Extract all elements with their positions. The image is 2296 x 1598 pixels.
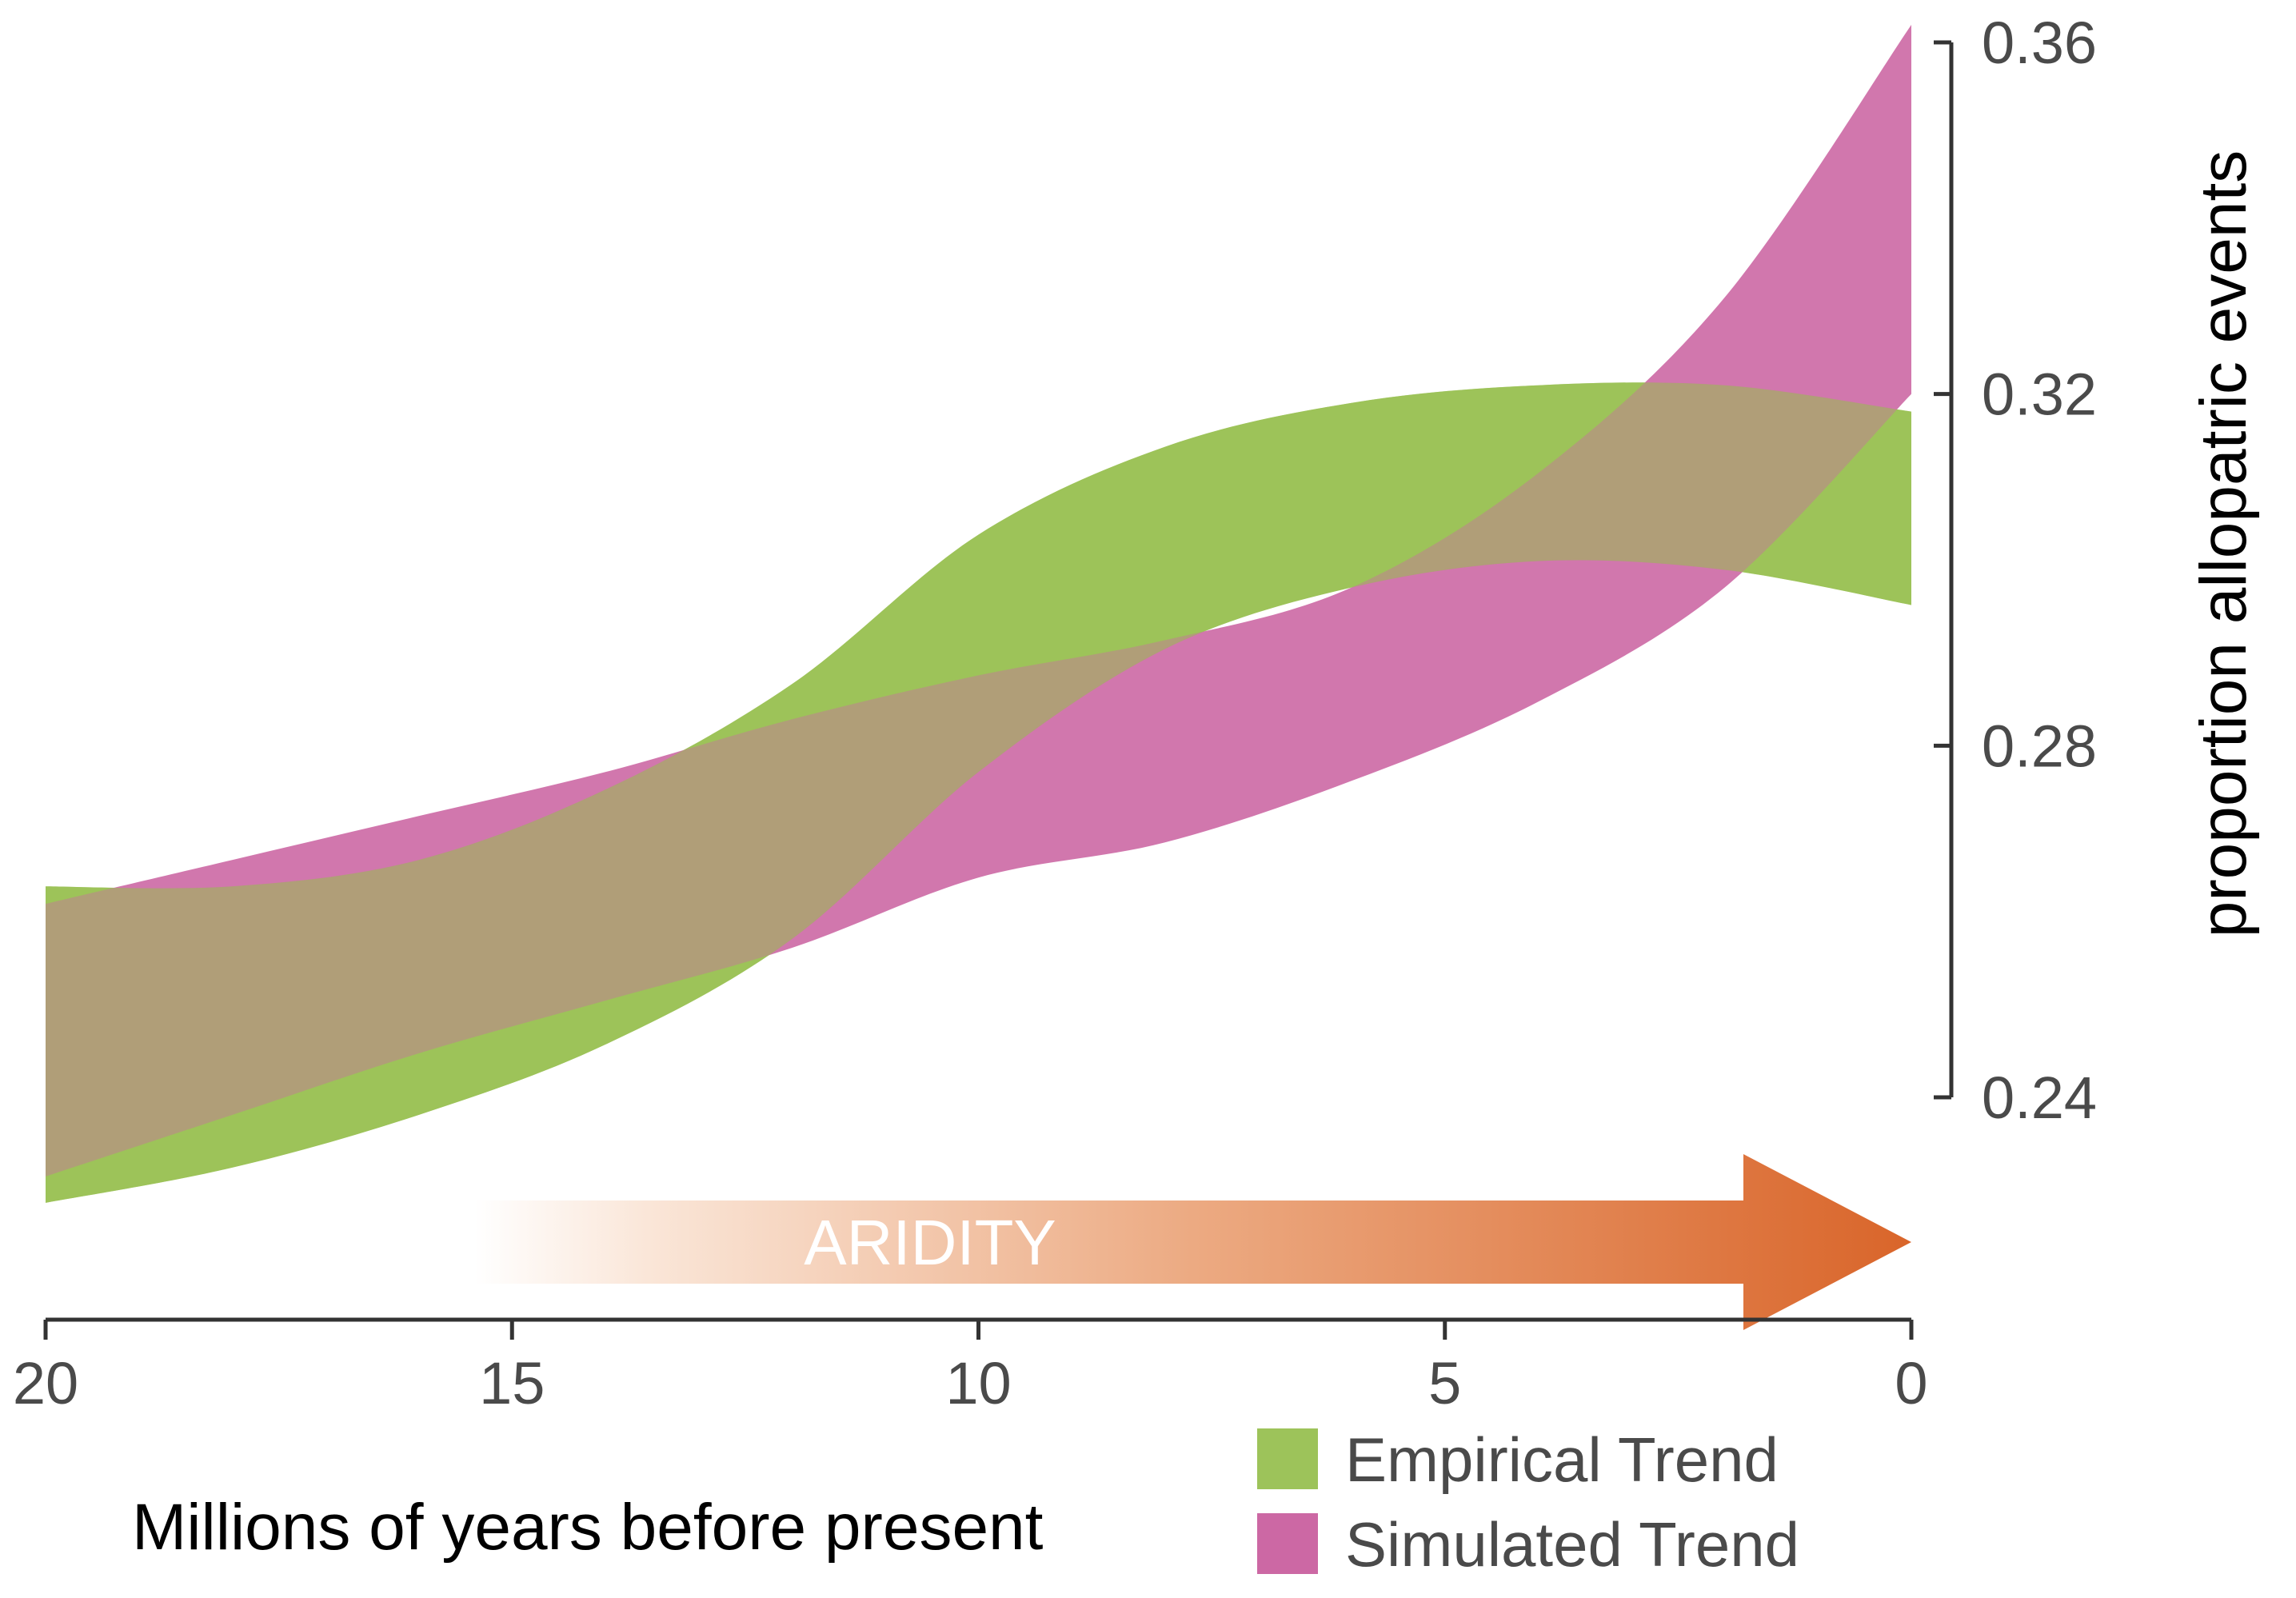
- trend-bands: [46, 25, 1911, 1203]
- x-tick-label: 0: [1895, 1350, 1927, 1416]
- legend-swatch-empirical: [1257, 1428, 1318, 1489]
- aridity-arrow-shape: [474, 1154, 1911, 1330]
- aridity-arrow: ARIDITY: [474, 1154, 1911, 1330]
- aridity-label: ARIDITY: [804, 1207, 1056, 1278]
- x-tick-label: 20: [13, 1350, 78, 1416]
- legend: Empirical Trend Simulated Trend: [1257, 1424, 1799, 1580]
- legend-label-simulated: Simulated Trend: [1345, 1509, 1799, 1580]
- y-axis: 0.24 0.28 0.32 0.36 proportion allopatric e…: [1934, 10, 2260, 1131]
- legend-swatch-simulated: [1257, 1513, 1318, 1574]
- x-tick-label: 5: [1428, 1350, 1461, 1416]
- x-axis: 20 15 10 5 0 Millions of years before presen…: [13, 1317, 1928, 1564]
- y-tick-label: 0.32: [1982, 362, 2097, 428]
- y-tick-label: 0.36: [1982, 10, 2097, 76]
- legend-label-empirical: Empirical Trend: [1345, 1424, 1779, 1495]
- y-tick-label: 0.28: [1982, 713, 2097, 779]
- y-tick-label: 0.24: [1982, 1065, 2097, 1131]
- x-tick-label: 10: [945, 1350, 1011, 1416]
- x-tick-label: 15: [479, 1350, 545, 1416]
- y-axis-title: proportion allopatric events: [2187, 150, 2260, 938]
- band-overlap-blend: [46, 382, 1911, 1203]
- x-axis-title: Millions of years before present: [132, 1491, 1044, 1564]
